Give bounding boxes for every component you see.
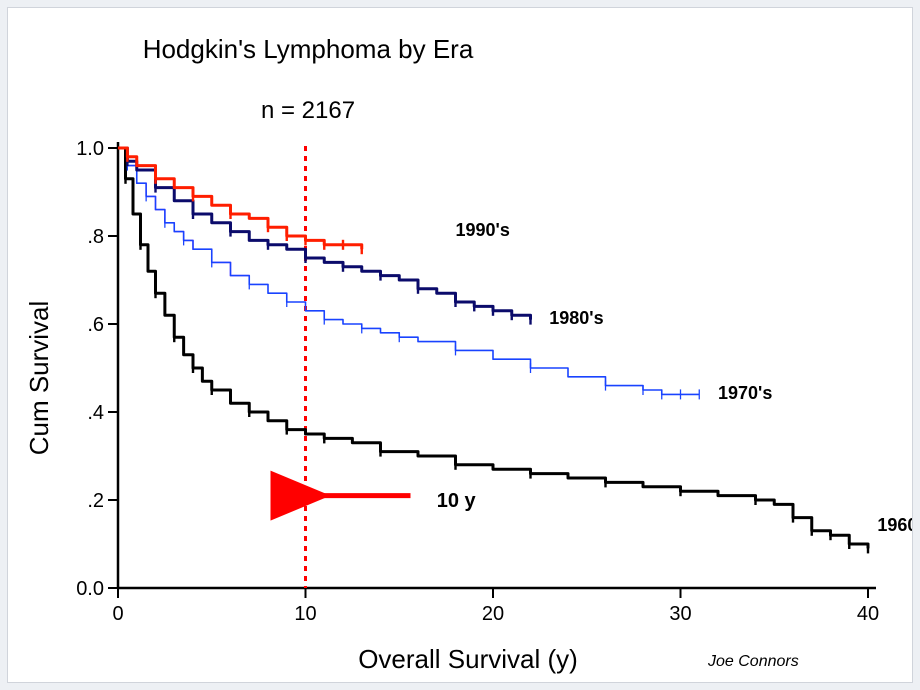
y-tick-label: .8	[87, 226, 104, 248]
x-tick-label: 30	[669, 603, 691, 625]
chart-title: Hodgkin's Lymphoma by Era	[143, 34, 474, 64]
y-tick-label: .2	[87, 490, 104, 512]
chart-credit: Joe Connors	[707, 653, 799, 670]
x-tick-label: 40	[857, 603, 879, 625]
y-tick-label: .6	[87, 314, 104, 336]
series-label-1990s: 1990's	[456, 220, 510, 240]
plot-area: 0 10 20 30 40 0.0 .2 .4 .6 .8 1.0 1960's 1970's 1980'…	[76, 138, 912, 625]
series-line	[118, 148, 362, 249]
series-1970s: 1970's	[118, 148, 772, 403]
x-tick-label: 20	[482, 603, 504, 625]
x-tick-label: 0	[112, 603, 123, 625]
series-label-1970s: 1970's	[718, 383, 772, 403]
chart-frame: Hodgkin's Lymphoma by Era n = 2167 0 10 20…	[8, 8, 912, 682]
chart-subtitle: n = 2167	[261, 97, 355, 124]
y-tick-label: .4	[87, 402, 104, 424]
y-axis-label: Cum Survival	[24, 301, 54, 456]
x-axis-label: Overall Survival (y)	[358, 644, 578, 674]
series-1980s: 1980's	[118, 148, 604, 328]
series-label-1960s: 1960's	[877, 515, 912, 535]
series-line	[118, 148, 699, 394]
series-label-1980s: 1980's	[549, 308, 603, 328]
survival-chart-svg: Hodgkin's Lymphoma by Era n = 2167 0 10 20…	[8, 8, 912, 682]
y-tick-label: 0.0	[76, 578, 104, 600]
series-1960s: 1960's	[118, 148, 912, 553]
x-tick-label: 10	[294, 603, 316, 625]
y-tick-label: 1.0	[76, 138, 104, 160]
annotation-label-10y: 10 y	[437, 490, 477, 512]
